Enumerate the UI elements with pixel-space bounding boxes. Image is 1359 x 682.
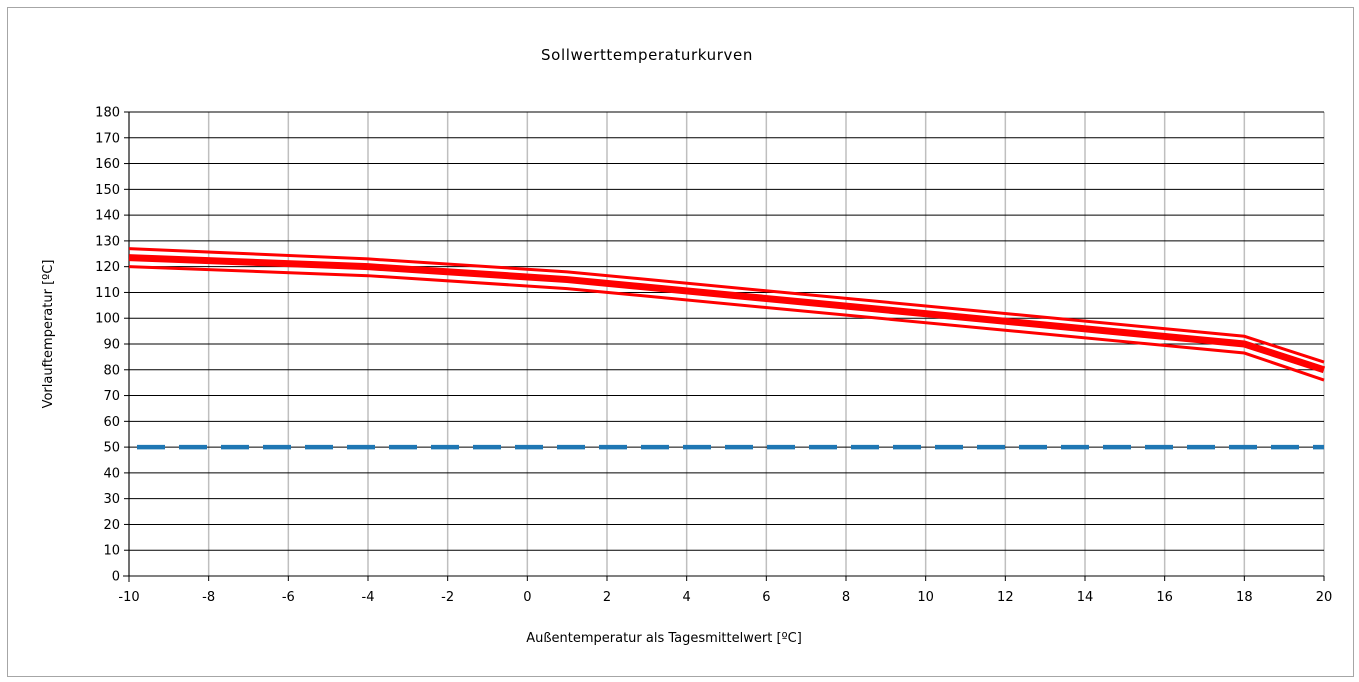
x-tick-label: -2 <box>441 590 454 605</box>
x-axis-title: Außentemperatur als Tagesmittelwert [ºC] <box>526 631 802 646</box>
x-tick-label: 12 <box>997 590 1014 605</box>
y-tick-label: 30 <box>103 492 120 507</box>
y-axis-title: Vorlauftemperatur [ºC] <box>41 260 56 409</box>
y-tick-label: 60 <box>103 415 120 430</box>
chart-title: Sollwerttemperaturkurven <box>541 46 753 64</box>
chart-svg: Sollwerttemperaturkurven -10 -8 -6 -4 -2 0 2 4 6… <box>41 46 1332 646</box>
y-tick-label: 80 <box>103 363 120 378</box>
x-tick-label: 6 <box>762 590 770 605</box>
x-tick-label: 4 <box>683 590 691 605</box>
x-tick-labels: -10 -8 -6 -4 -2 0 2 4 6 8 10 12 14 16 18 20 <box>118 576 1332 605</box>
y-tick-label: 40 <box>103 466 120 481</box>
x-tick-label: 18 <box>1236 590 1253 605</box>
x-tick-label: -10 <box>118 590 139 605</box>
y-tick-label: 10 <box>103 544 120 559</box>
x-tick-label: 0 <box>523 590 531 605</box>
x-tick-label: -8 <box>202 590 215 605</box>
x-tick-label: 14 <box>1077 590 1094 605</box>
x-tick-label: -6 <box>282 590 295 605</box>
y-tick-label: 150 <box>95 183 120 198</box>
x-tick-label: 10 <box>917 590 934 605</box>
y-tick-label: 90 <box>103 338 120 353</box>
y-tick-label: 130 <box>95 234 120 249</box>
y-tick-label: 0 <box>112 570 120 585</box>
x-tick-label: 8 <box>842 590 850 605</box>
y-tick-label: 50 <box>103 441 120 456</box>
y-tick-label: 100 <box>95 312 120 327</box>
y-tick-label: 70 <box>103 389 120 404</box>
x-tick-label: 16 <box>1156 590 1173 605</box>
x-tick-label: 20 <box>1316 590 1333 605</box>
y-tick-label: 110 <box>95 286 120 301</box>
y-tick-label: 160 <box>95 157 120 172</box>
series-line-2 <box>128 254 1326 374</box>
y-tick-label: 120 <box>95 260 120 275</box>
series-line-3 <box>128 265 1325 382</box>
y-tick-label: 20 <box>103 518 120 533</box>
chart-frame: Sollwerttemperaturkurven -10 -8 -6 -4 -2 0 2 4 6… <box>7 7 1354 677</box>
y-tick-label: 170 <box>95 131 120 146</box>
y-tick-label: 140 <box>95 209 120 224</box>
x-tick-label: -4 <box>362 590 375 605</box>
y-tick-labels: 0 10 20 30 40 50 60 70 80 90 100 110 120 130 140 150 160… <box>95 106 129 585</box>
x-tick-label: 2 <box>603 590 611 605</box>
y-tick-label: 180 <box>95 106 120 121</box>
series-layer <box>128 247 1326 450</box>
series-line-1 <box>128 247 1325 364</box>
